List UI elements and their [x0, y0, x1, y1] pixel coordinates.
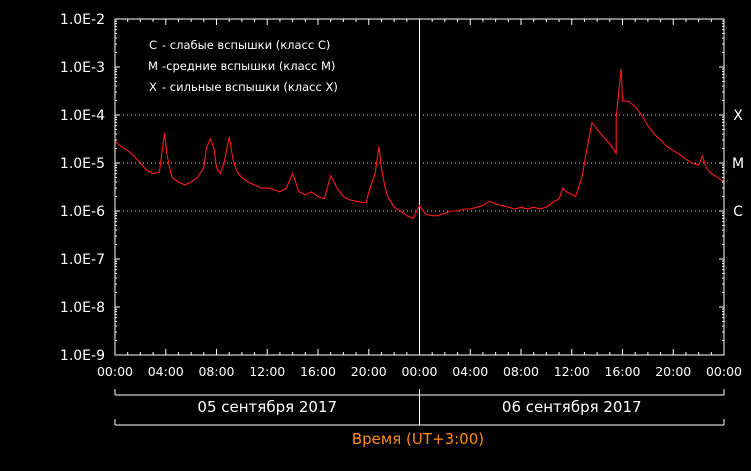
y-tick-label: 1.0E-2 — [60, 12, 105, 28]
y-tick-label: 1.0E-8 — [60, 300, 105, 316]
y-tick-label: 1.0E-4 — [60, 108, 105, 124]
y-tick-label: 1.0E-3 — [60, 60, 105, 76]
legend-text: - слабые вспышки (класс С) — [162, 38, 330, 52]
legend-text: -средние вспышки (класс М) — [162, 59, 335, 73]
class-label: C — [733, 204, 743, 220]
y-axis: 1.0E-9 1.0E-8 1.0E-7 1.0E-6 1.0E-5 1.0E-4 1.0E… — [60, 12, 724, 364]
x-tick-label: 08:00 — [198, 364, 234, 379]
grid — [115, 19, 724, 355]
x-tick-label: 04:00 — [148, 364, 184, 379]
x-tick-label: 12:00 — [249, 364, 285, 379]
x-tick-label: 16:00 — [300, 364, 336, 379]
class-label: M — [732, 156, 744, 172]
class-level-labels: X M C — [732, 108, 744, 220]
y-tick-label: 1.0E-7 — [60, 252, 105, 268]
x-tick-label: 04:00 — [452, 364, 488, 379]
x-tick-label: 12:00 — [554, 364, 590, 379]
xray-flux-line — [114, 68, 725, 220]
x-tick-label: 20:00 — [655, 364, 691, 379]
day-label: 06 сентября 2017 — [502, 398, 642, 416]
x-axis-title: Время (UT+3:00) — [352, 430, 484, 448]
legend-text: - сильные вспышки (класс Х) — [162, 80, 338, 94]
x-tick-label: 08:00 — [503, 364, 539, 379]
class-label: X — [733, 108, 743, 124]
x-tick-label: 00:00 — [97, 364, 133, 379]
legend-letter: M — [148, 59, 158, 73]
x-tick-label: 00:00 — [401, 364, 437, 379]
y-tick-label: 1.0E-6 — [60, 204, 105, 220]
y-tick-label: 1.0E-9 — [60, 348, 105, 364]
x-tick-label: 20:00 — [351, 364, 387, 379]
x-tick-label: 16:00 — [604, 364, 640, 379]
legend-letter: X — [149, 80, 157, 94]
day-labels: 05 сентября 2017 06 сентября 2017 — [114, 389, 725, 426]
day-label: 05 сентября 2017 — [197, 398, 337, 416]
x-axis: 00:00 04:00 08:00 12:00 16:00 20:00 00:00 04:00… — [97, 19, 742, 379]
legend: C - слабые вспышки (класс С) M -средние всп… — [148, 38, 338, 94]
legend-letter: C — [149, 38, 157, 52]
x-tick-label: 00:00 — [706, 364, 742, 379]
y-tick-label: 1.0E-5 — [60, 156, 105, 172]
